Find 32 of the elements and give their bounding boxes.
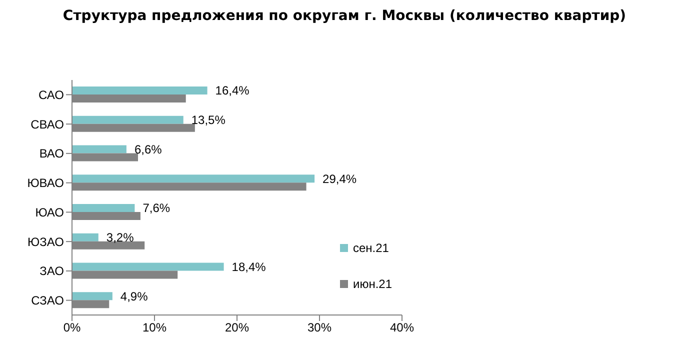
data-label: 6,6% xyxy=(134,142,162,156)
data-label: 4,9% xyxy=(120,289,148,304)
bar xyxy=(72,174,315,183)
y-tick-label: ЮЗАО xyxy=(28,234,64,249)
data-label: 18,4% xyxy=(232,260,266,274)
legend-label: июн.21 xyxy=(353,277,392,291)
bar xyxy=(72,116,184,124)
y-tick-label: ЮВАО xyxy=(27,176,64,190)
bar xyxy=(72,233,98,242)
x-tick-label: 10% xyxy=(142,320,167,335)
x-tick-label: 0% xyxy=(63,320,81,335)
x-tick-label: 30% xyxy=(307,320,332,335)
data-label: 7,6% xyxy=(142,201,170,216)
chart-title: Структура предложения по округам г. Москвы (количество квартир) xyxy=(62,8,628,24)
data-label: 13,5% xyxy=(191,113,226,128)
y-tick-label: ЗАО xyxy=(40,264,64,278)
x-tick-label: 40% xyxy=(390,320,414,335)
bar xyxy=(72,262,224,271)
data-label: 16,4% xyxy=(215,84,250,98)
data-label: 3,2% xyxy=(106,230,134,245)
y-tick-label: СВАО xyxy=(30,117,64,132)
data-label: 29,4% xyxy=(322,172,357,186)
bar xyxy=(72,145,126,154)
y-tick-label: ЮАО xyxy=(35,205,64,220)
legend-label: сен.21 xyxy=(353,241,389,255)
bar xyxy=(72,292,112,300)
y-tick-label: САО xyxy=(38,88,64,102)
y-tick-label: ВАО xyxy=(39,146,64,161)
y-tick-label: СЗАО xyxy=(31,294,64,308)
bar xyxy=(72,204,135,212)
bar xyxy=(72,86,208,94)
x-tick-label: 20% xyxy=(224,320,250,335)
